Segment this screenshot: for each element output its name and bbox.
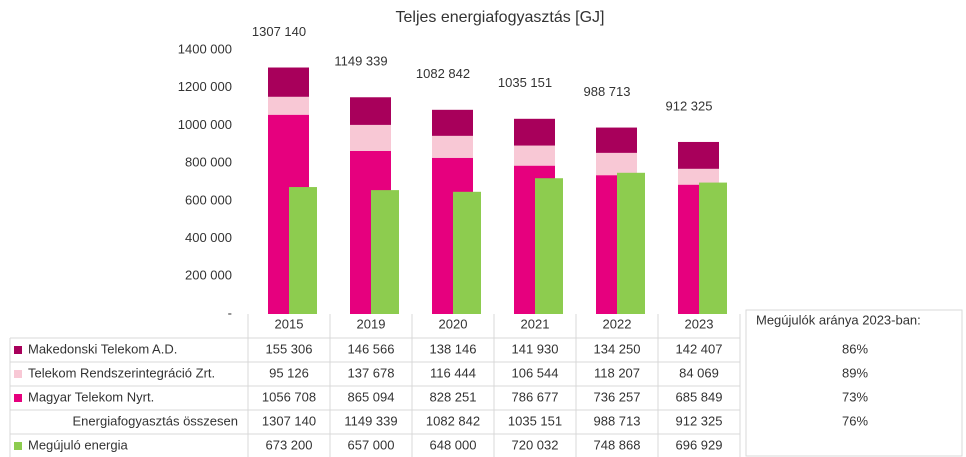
bar: [535, 178, 563, 314]
bar-segment: [268, 67, 309, 97]
table-value: 1149 339: [344, 413, 397, 428]
table-value: 736 257: [594, 389, 641, 404]
bar-segment: [432, 109, 473, 136]
table-value: 696 929: [676, 437, 723, 452]
x-tick-label: 2015: [275, 316, 304, 331]
y-tick-label: 1400 000: [178, 41, 232, 56]
table-value: 865 094: [348, 389, 395, 404]
table-value: 657 000: [348, 437, 395, 452]
y-tick-label: 200 000: [185, 268, 232, 283]
y-tick-label: -: [228, 305, 232, 320]
x-tick-label: 2019: [357, 316, 386, 331]
legend-marker: [14, 442, 22, 450]
bar-segment: [432, 135, 473, 158]
bar-segment: [596, 127, 637, 153]
y-tick-label: 600 000: [185, 192, 232, 207]
table-value: 786 677: [512, 389, 559, 404]
table-value: 685 849: [676, 389, 723, 404]
table-value: 1082 842: [426, 413, 480, 428]
table-value: 720 032: [512, 437, 559, 452]
table-value: 142 407: [676, 341, 723, 356]
table-value: 134 250: [594, 341, 641, 356]
bar-segment: [350, 124, 391, 151]
legend-label: Magyar Telekom Nyrt.: [28, 389, 154, 404]
bar-segment: [596, 152, 637, 176]
x-tick-label: 2023: [685, 316, 714, 331]
table-value: 648 000: [430, 437, 477, 452]
total-label: 1149 339: [334, 54, 387, 69]
table-value: 1056 708: [262, 389, 316, 404]
total-label: 912 325: [666, 98, 713, 113]
table-value: 146 566: [348, 341, 395, 356]
side-value: 89%: [842, 365, 868, 380]
table-value: 116 444: [430, 365, 476, 380]
table-value: 988 713: [594, 413, 641, 428]
bar-segment: [678, 168, 719, 185]
legend-label: Energiafogyasztás összesen: [73, 413, 238, 428]
x-tick-label: 2022: [603, 316, 632, 331]
table-value: 138 146: [430, 341, 477, 356]
chart-title: Teljes energiafogyasztás [GJ]: [396, 9, 605, 26]
bar-segment: [678, 141, 719, 169]
table-value: 1307 140: [262, 413, 316, 428]
bar: [699, 182, 727, 314]
y-tick-label: 1000 000: [178, 117, 232, 132]
table-value: 106 544: [512, 365, 559, 380]
table-value: 828 251: [430, 389, 477, 404]
y-tick-label: 800 000: [185, 155, 232, 170]
y-tick-label: 1200 000: [178, 79, 232, 94]
side-value: 76%: [842, 413, 868, 428]
side-value: 73%: [842, 389, 868, 404]
bar-segment: [268, 96, 309, 115]
table-value: 137 678: [348, 365, 395, 380]
table-value: 673 200: [266, 437, 313, 452]
table-value: 1035 151: [508, 413, 562, 428]
table-value: 95 126: [269, 365, 309, 380]
bar-segment: [350, 97, 391, 125]
legend-label: Makedonski Telekom A.D.: [28, 341, 177, 356]
side-title: Megújulók aránya 2023-ban:: [756, 312, 921, 327]
total-label: 988 713: [584, 84, 631, 99]
total-label: 1082 842: [416, 66, 470, 81]
table-value: 155 306: [266, 341, 313, 356]
bar-segment: [514, 145, 555, 166]
bar-segment: [514, 118, 555, 146]
bar: [453, 191, 481, 314]
y-tick-label: 400 000: [185, 230, 232, 245]
legend-label: Telekom Rendszerintegráció Zrt.: [28, 365, 215, 380]
table-value: 748 868: [594, 437, 641, 452]
bar: [289, 187, 317, 314]
side-value: 86%: [842, 341, 868, 356]
x-tick-label: 2021: [521, 316, 550, 331]
legend-marker: [14, 370, 22, 378]
legend-label: Megújuló energia: [28, 437, 129, 452]
side-box: [745, 309, 963, 457]
table-value: 141 930: [512, 341, 559, 356]
x-tick-label: 2020: [439, 316, 468, 331]
legend-marker: [14, 346, 22, 354]
bar: [617, 172, 645, 314]
table-value: 118 207: [594, 365, 640, 380]
table-value: 84 069: [679, 365, 719, 380]
table-value: 912 325: [676, 413, 723, 428]
total-label: 1035 151: [498, 75, 552, 90]
bar: [371, 190, 399, 314]
total-label: 1307 140: [252, 24, 306, 39]
legend-marker: [14, 394, 22, 402]
